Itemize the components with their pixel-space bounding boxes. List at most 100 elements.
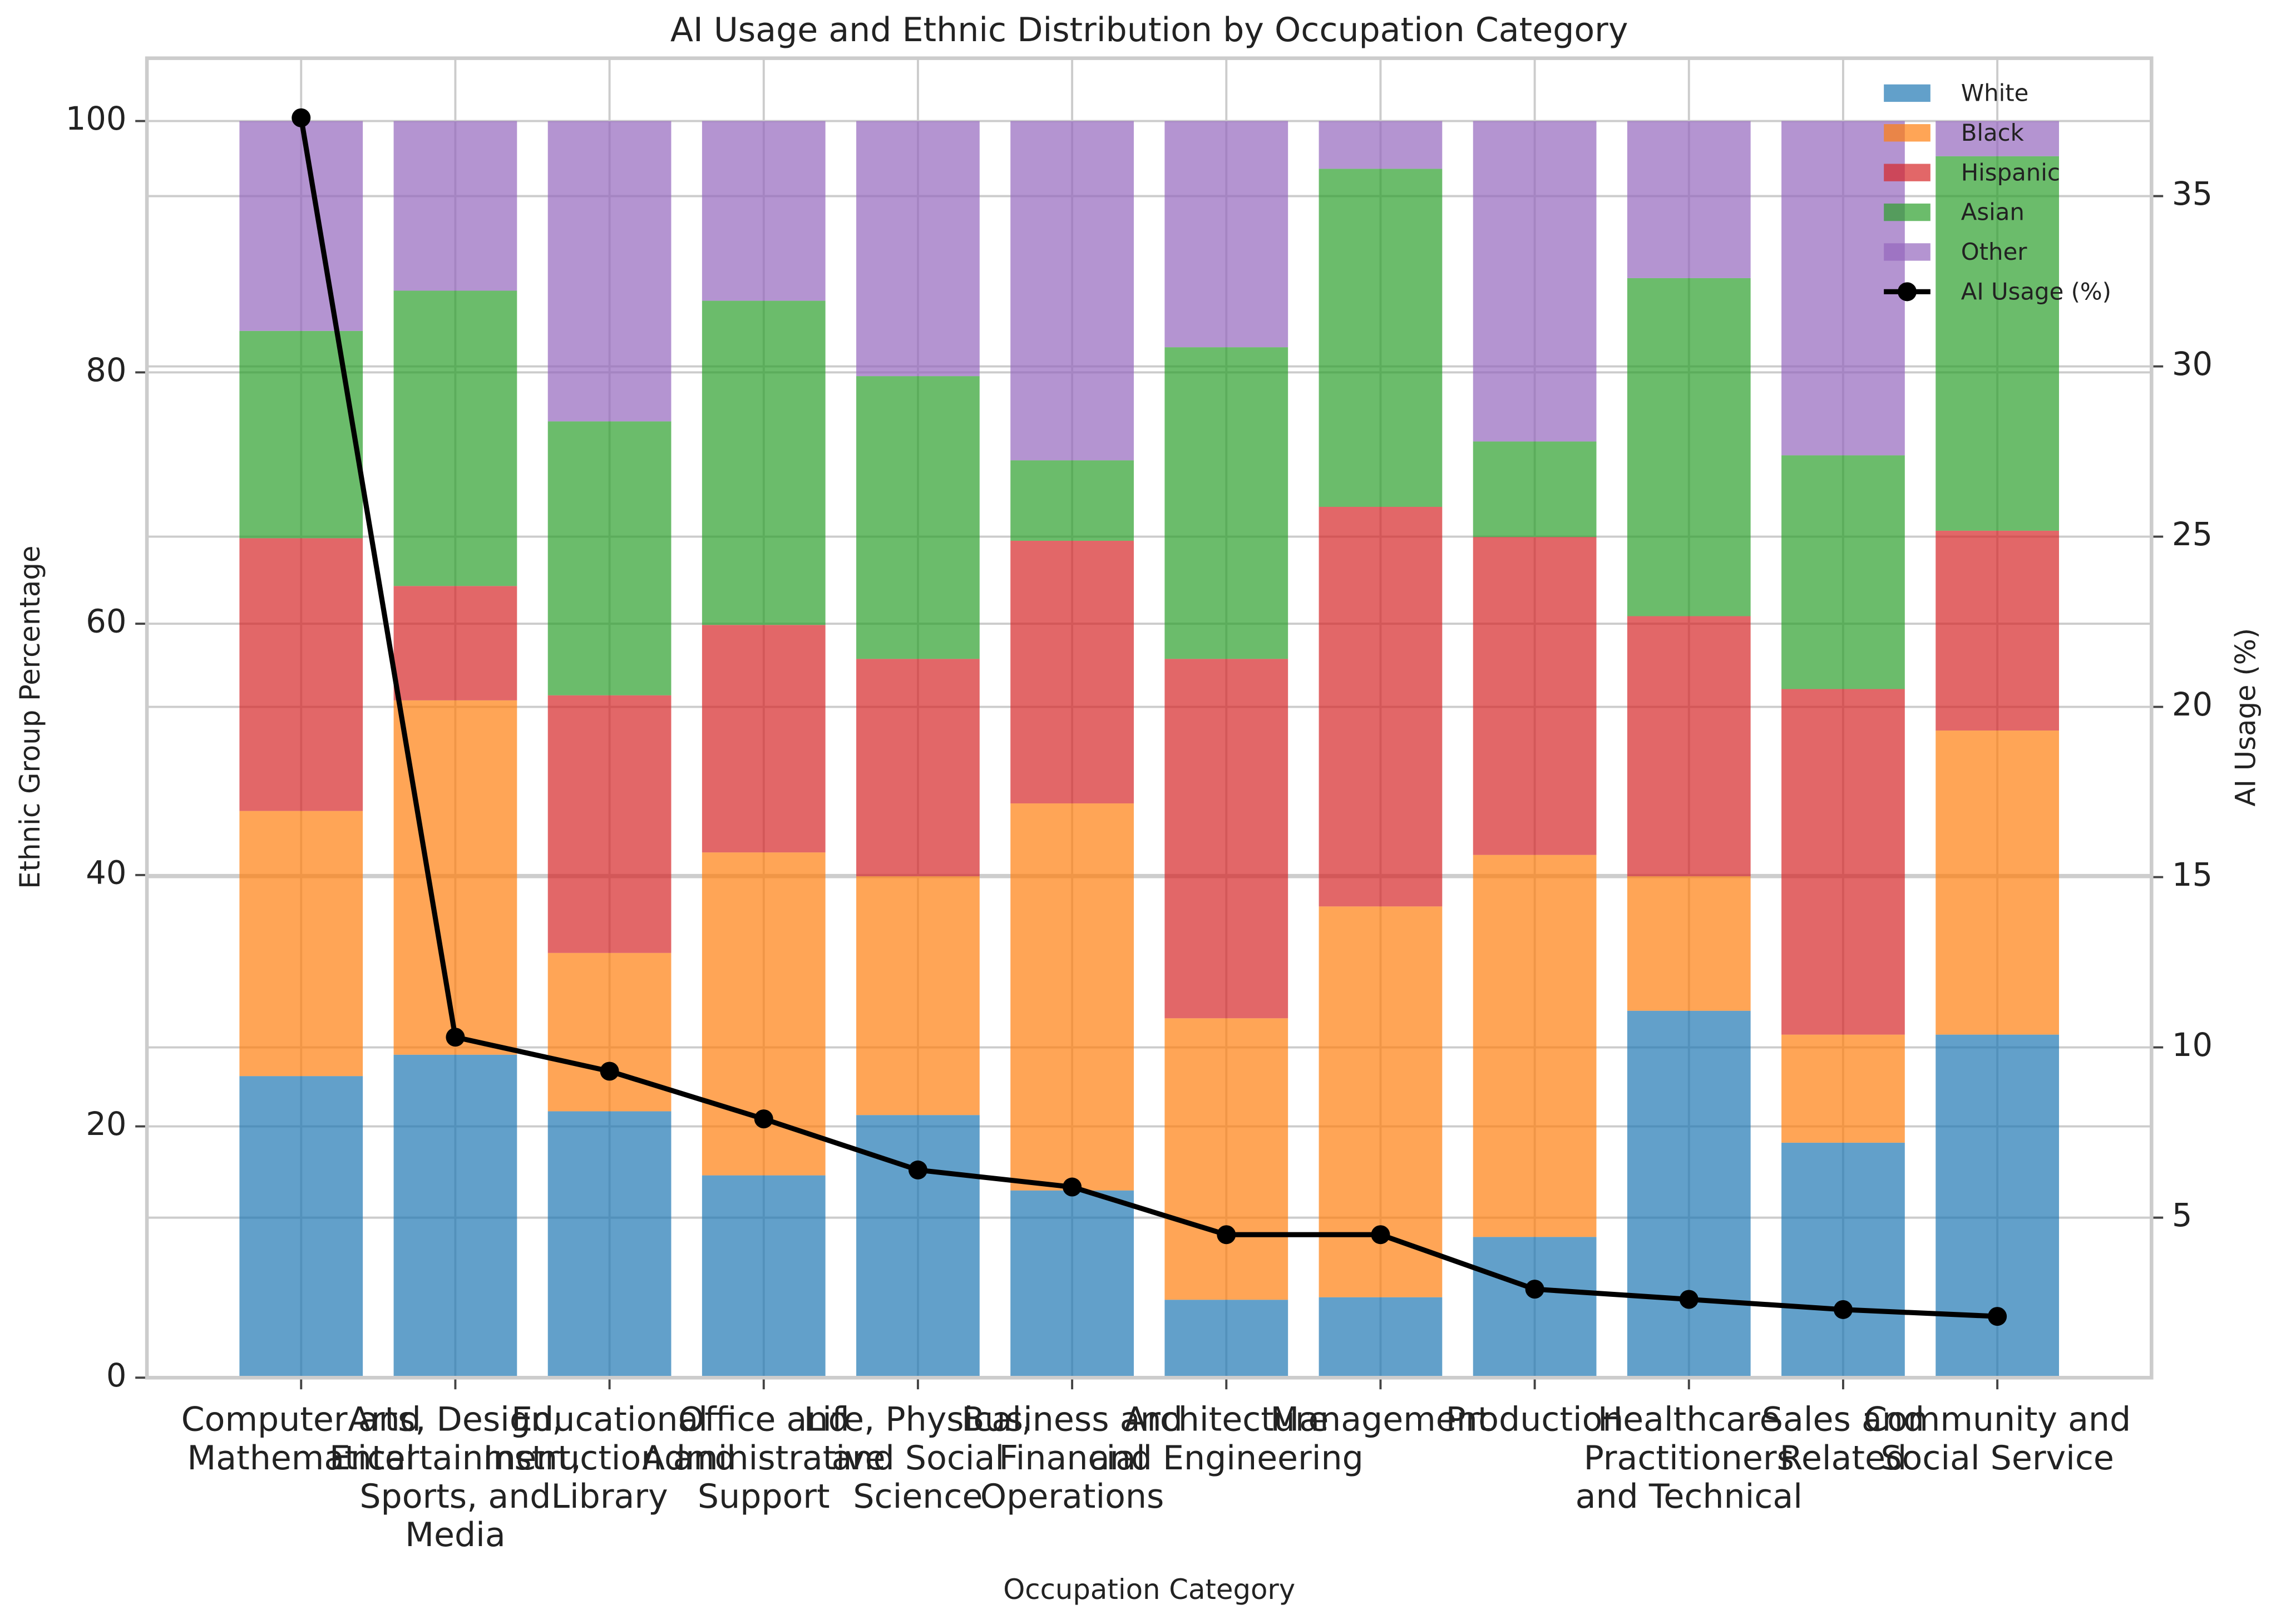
bar-segment — [856, 376, 980, 659]
bar-segment — [1627, 121, 1751, 278]
y2-tick-label: 5 — [2172, 1197, 2193, 1234]
bar-segment — [1010, 121, 1134, 461]
x-tick-label: Business and Financial Operations — [961, 1400, 1182, 1516]
x-axis-label: Occupation Category — [1003, 1573, 1295, 1606]
line-marker — [1833, 1300, 1853, 1319]
y2-tick-label: 20 — [2172, 686, 2213, 723]
bar-segment — [856, 876, 980, 1115]
legend-label: Hispanic — [1961, 159, 2060, 186]
legend-label: Other — [1961, 238, 2028, 265]
legend-label: Asian — [1961, 199, 2025, 226]
bar-segment — [1936, 530, 2059, 731]
line-marker — [908, 1160, 927, 1179]
y-axis-label: Ethnic Group Percentage — [14, 546, 46, 889]
bar-segment — [1319, 169, 1443, 507]
bar-segment — [1627, 1010, 1751, 1378]
bar-segment — [547, 952, 672, 1112]
y2-tick-label: 30 — [2172, 345, 2213, 383]
bar-segment — [393, 290, 517, 586]
bar-segment — [1627, 278, 1751, 616]
bar-segment — [547, 695, 672, 953]
bar-segment — [1319, 506, 1443, 907]
bar-segment — [1473, 1237, 1597, 1378]
line-marker — [1371, 1225, 1390, 1245]
bar-segment — [1473, 855, 1597, 1237]
bar-segment — [1936, 1034, 2059, 1378]
x-tick-label: Management — [1270, 1400, 1490, 1439]
bar-segment — [1473, 537, 1597, 855]
bar-segment — [239, 811, 363, 1077]
plot-frame — [145, 56, 2154, 1380]
legend-swatch — [1884, 164, 1931, 181]
legend-swatch — [1884, 84, 1931, 102]
bar-segment — [1781, 455, 1905, 689]
x-tick-label: Community and Social Service — [1864, 1400, 2131, 1477]
y-tick-label: 20 — [86, 1105, 126, 1143]
x-tick-label: Life, Physical, and Social Science — [804, 1400, 1032, 1516]
line-marker — [1217, 1225, 1236, 1245]
bar-segment — [547, 421, 672, 695]
bar-segment — [1164, 1018, 1288, 1300]
x-tick-label: Educational Instruction and Library — [483, 1400, 736, 1516]
bar-segment — [856, 659, 980, 877]
bar-segment — [1010, 460, 1134, 541]
bar-segment — [1781, 689, 1905, 1035]
bar-segment — [856, 121, 980, 377]
bar-segment — [1936, 730, 2059, 1035]
bar-segment — [1781, 1142, 1905, 1378]
bar-segment — [1010, 540, 1134, 804]
x-tick-label: Computer and Mathematical — [181, 1400, 421, 1477]
bar-segment — [239, 538, 363, 811]
bar-segment — [547, 121, 672, 422]
bar-segment — [393, 586, 517, 700]
line — [298, 117, 1998, 1319]
y-tick-label: 0 — [106, 1357, 127, 1394]
y-tick-label: 60 — [86, 603, 126, 640]
bar-segment — [239, 121, 363, 331]
bar-segment — [702, 1175, 826, 1378]
line-marker — [1679, 1290, 1699, 1309]
y2-tick-label: 15 — [2172, 856, 2213, 894]
legend-marker — [1898, 282, 1917, 302]
legend-label: Black — [1961, 119, 2025, 146]
line-marker — [292, 108, 311, 127]
bar-segment — [1164, 659, 1288, 1019]
bar-segment — [1319, 121, 1443, 169]
y-tick-label: 80 — [86, 352, 126, 389]
bar-segment — [1164, 347, 1288, 659]
bar-segment — [702, 300, 826, 625]
bar-segment — [393, 121, 517, 291]
legend-label: AI Usage (%) — [1961, 278, 2111, 305]
y-tick-label: 100 — [66, 100, 127, 137]
bar-segment — [1627, 876, 1751, 1011]
x-tick-label: Arts, Design, Entertainment, Sports, and Me… — [329, 1400, 581, 1554]
line-marker — [754, 1109, 773, 1129]
y2-axis-label: AI Usage (%) — [2229, 628, 2262, 807]
bar-segment — [393, 1054, 517, 1378]
line-marker — [1063, 1177, 1082, 1197]
x-tick-label: Office and Administrative Support — [642, 1400, 886, 1516]
bar-segment — [1473, 121, 1597, 442]
chart-title: AI Usage and Ethnic Distribution by Occu… — [670, 11, 1628, 50]
bar-segment — [1627, 616, 1751, 877]
x-tick-label: Production — [1446, 1400, 1624, 1439]
x-tick-label: Sales and Related — [1762, 1400, 1924, 1477]
line-marker — [1525, 1280, 1544, 1299]
bar-segment — [1164, 121, 1288, 348]
bar-segment — [1319, 1297, 1443, 1378]
bar-segment — [1936, 156, 2059, 531]
legend-swatch — [1884, 203, 1931, 221]
bar-segment — [239, 1076, 363, 1378]
bar-segment — [702, 121, 826, 301]
bar-segment — [1781, 1034, 1905, 1143]
legend-swatch — [1884, 124, 1931, 142]
x-tick-label: Healthcare Practitioners and Technical — [1576, 1400, 1803, 1516]
bar-segment — [393, 700, 517, 1055]
y-tick-label: 40 — [86, 854, 126, 891]
legend-swatch — [1884, 243, 1931, 261]
bar-segment — [1936, 121, 2059, 156]
y2-tick-label: 25 — [2172, 516, 2213, 553]
line-marker — [1988, 1307, 2007, 1326]
bar-segment — [1473, 441, 1597, 537]
bar-segment — [1010, 1190, 1134, 1378]
